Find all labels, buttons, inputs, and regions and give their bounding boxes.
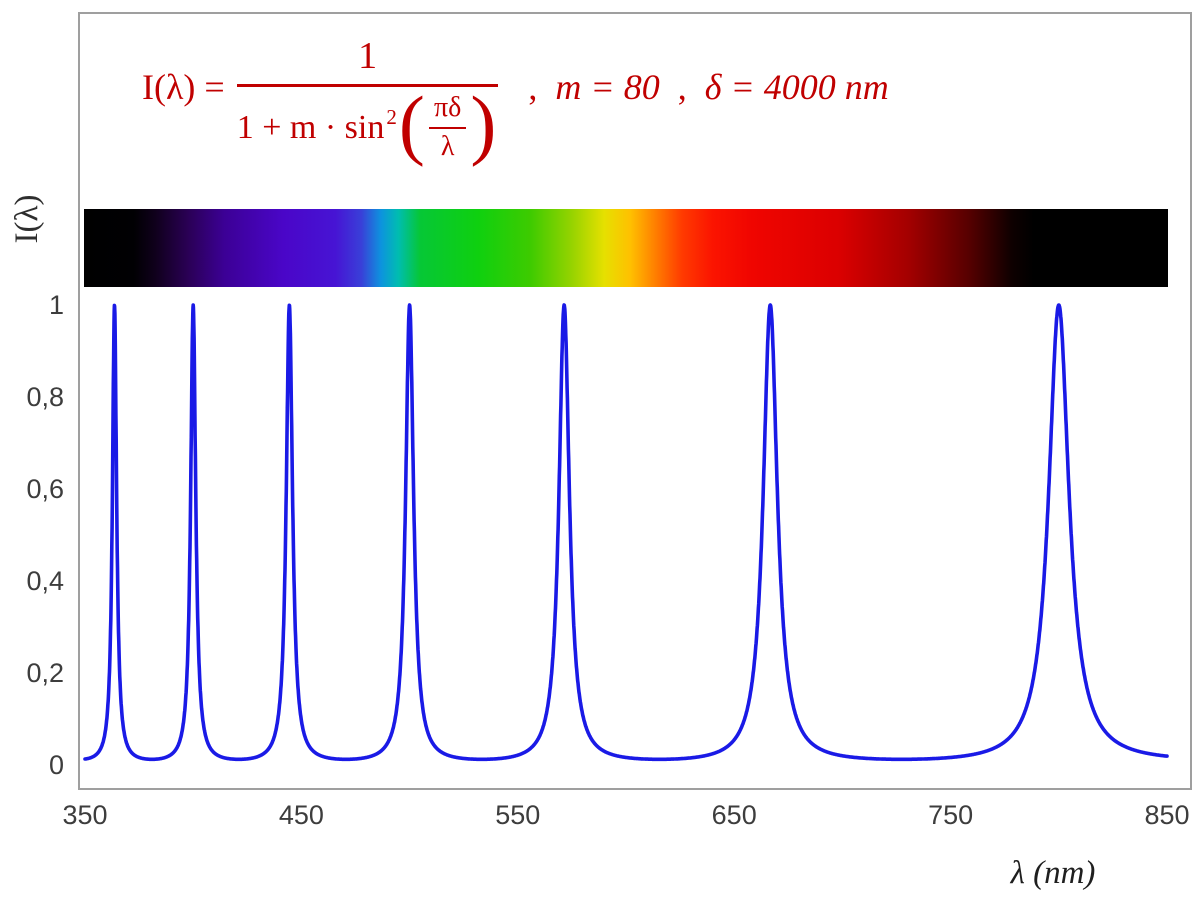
y-tick-label: 1	[48, 290, 64, 320]
x-tick-label: 650	[711, 800, 757, 830]
param-delta: δ = 4000 nm	[704, 66, 889, 107]
y-tick-label: 0,8	[26, 382, 64, 412]
x-axis-label: λ (nm)	[1010, 855, 1096, 891]
formula-fraction: 1 1 + m · sin 2 ( πδ λ )	[236, 34, 499, 168]
x-tick-label: 550	[495, 800, 541, 830]
spectrum-bar	[84, 209, 1168, 287]
x-tick-label: 450	[278, 800, 324, 830]
plot-border	[78, 12, 1192, 790]
param-m: m = 80	[555, 66, 660, 107]
right-paren: )	[470, 80, 497, 168]
y-axis-label: I(λ)	[9, 194, 45, 244]
formula-denominator: 1 + m · sin 2 ( πδ λ )	[236, 80, 499, 168]
y-tick-label: 0,6	[26, 474, 64, 504]
left-paren: (	[398, 80, 425, 168]
inner-numerator: πδ	[433, 92, 462, 123]
x-tick-label: 850	[1144, 800, 1190, 830]
intensity-curve	[83, 303, 1169, 762]
formula: I(λ) = 1 1 + m · sin 2 ( πδ λ ) , m = 80 …	[142, 34, 889, 163]
y-tick-label: 0	[48, 750, 64, 780]
y-tick-label: 0,4	[26, 566, 64, 596]
inner-denominator: λ	[428, 127, 467, 163]
formula-numerator: 1	[358, 35, 378, 77]
intensity-plot	[83, 303, 1169, 762]
y-tick-label: 0,2	[26, 658, 64, 688]
separator-comma: ,	[528, 66, 538, 107]
x-tick-label: 350	[62, 800, 108, 830]
separator-comma: ,	[677, 66, 687, 107]
formula-den-prefix: 1 + m · sin	[236, 108, 385, 146]
inner-fraction: πδ λ	[428, 92, 467, 163]
formula-lhs: I(λ) =	[142, 66, 225, 107]
x-tick-label: 750	[928, 800, 974, 830]
sin-exponent: 2	[386, 105, 397, 129]
